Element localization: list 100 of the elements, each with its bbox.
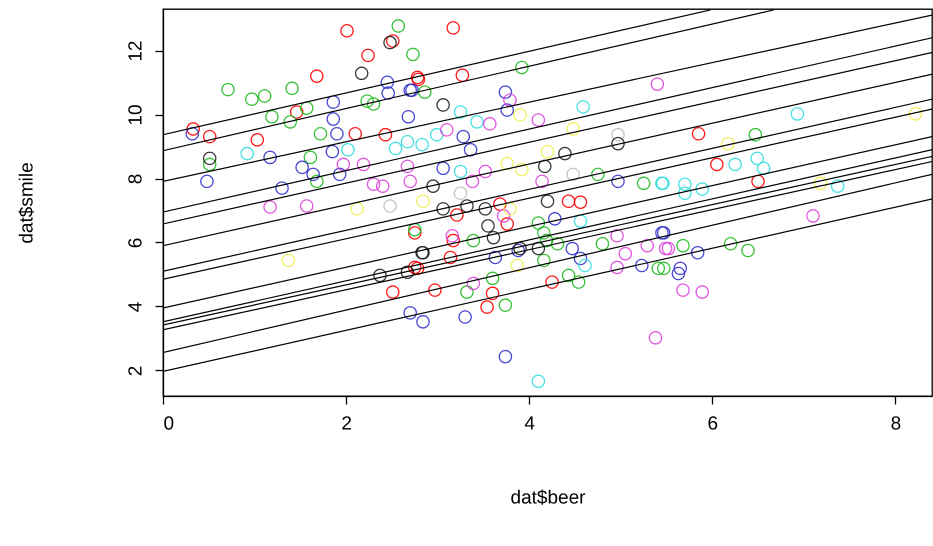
point — [550, 236, 564, 251]
point — [488, 250, 502, 264]
point — [408, 260, 422, 274]
point — [500, 103, 514, 117]
point — [498, 85, 512, 99]
point — [540, 144, 554, 158]
point — [750, 152, 764, 166]
point — [538, 160, 552, 174]
point — [513, 108, 527, 122]
point — [250, 133, 264, 147]
point — [618, 246, 632, 260]
point — [498, 350, 512, 364]
point — [662, 242, 676, 256]
point — [386, 285, 400, 299]
point — [574, 214, 588, 228]
point — [503, 93, 517, 107]
point — [673, 262, 688, 276]
point — [330, 126, 344, 140]
point — [690, 246, 704, 260]
point — [373, 268, 387, 282]
point — [383, 36, 397, 50]
point — [263, 150, 277, 164]
point — [537, 254, 551, 268]
point — [695, 182, 709, 196]
point — [400, 160, 414, 174]
point — [610, 229, 624, 243]
point — [310, 69, 324, 83]
x-tick-label: 6 — [707, 414, 718, 434]
point — [366, 178, 380, 192]
point — [466, 174, 480, 188]
point — [486, 230, 500, 244]
point — [611, 136, 625, 150]
point — [478, 164, 492, 178]
point — [636, 176, 650, 190]
point — [356, 158, 370, 172]
point — [558, 146, 572, 160]
point — [721, 136, 735, 150]
point — [400, 134, 414, 148]
point — [650, 77, 664, 91]
point — [326, 95, 340, 109]
point — [493, 197, 507, 211]
point — [728, 158, 742, 172]
point — [240, 146, 254, 160]
point — [574, 252, 588, 266]
point — [360, 94, 374, 108]
point — [283, 115, 298, 129]
point — [500, 217, 514, 231]
point — [498, 298, 512, 312]
point — [446, 234, 460, 248]
point — [285, 82, 299, 96]
point — [446, 229, 460, 243]
point — [658, 242, 672, 256]
point — [446, 21, 460, 35]
point — [406, 48, 420, 62]
point — [678, 178, 692, 192]
point — [751, 174, 765, 188]
point — [611, 128, 625, 142]
point — [202, 158, 216, 172]
point — [480, 300, 494, 314]
point — [562, 268, 576, 282]
point — [540, 194, 554, 208]
point — [648, 331, 662, 345]
y-tick-label: 10 — [126, 104, 146, 126]
y-tick-label: 6 — [126, 238, 146, 248]
point — [430, 128, 444, 142]
point — [710, 158, 724, 172]
x-tick-label: 8 — [890, 414, 902, 434]
point — [454, 105, 468, 119]
point — [572, 275, 586, 289]
point — [510, 258, 524, 272]
point — [336, 158, 350, 172]
point — [383, 199, 397, 213]
point — [444, 250, 458, 264]
point — [566, 168, 580, 182]
point — [695, 285, 709, 299]
point — [416, 194, 430, 208]
point — [436, 98, 450, 112]
x-tick-label: 4 — [524, 414, 536, 434]
point — [361, 48, 375, 62]
point — [566, 122, 580, 136]
point — [814, 176, 828, 190]
point — [532, 113, 546, 127]
point — [381, 86, 395, 100]
point — [403, 306, 417, 320]
point — [416, 315, 430, 329]
point — [275, 181, 289, 195]
y-tick-label: 2 — [126, 366, 146, 376]
point — [591, 168, 605, 182]
point — [186, 122, 200, 136]
point — [635, 258, 649, 272]
point — [450, 208, 464, 222]
x-tick-label: 0 — [164, 414, 174, 434]
point — [415, 138, 429, 152]
point — [290, 105, 304, 119]
point — [376, 179, 390, 193]
point — [265, 110, 279, 124]
point — [515, 60, 529, 74]
point — [350, 202, 364, 216]
point — [496, 209, 510, 223]
point — [486, 286, 500, 300]
